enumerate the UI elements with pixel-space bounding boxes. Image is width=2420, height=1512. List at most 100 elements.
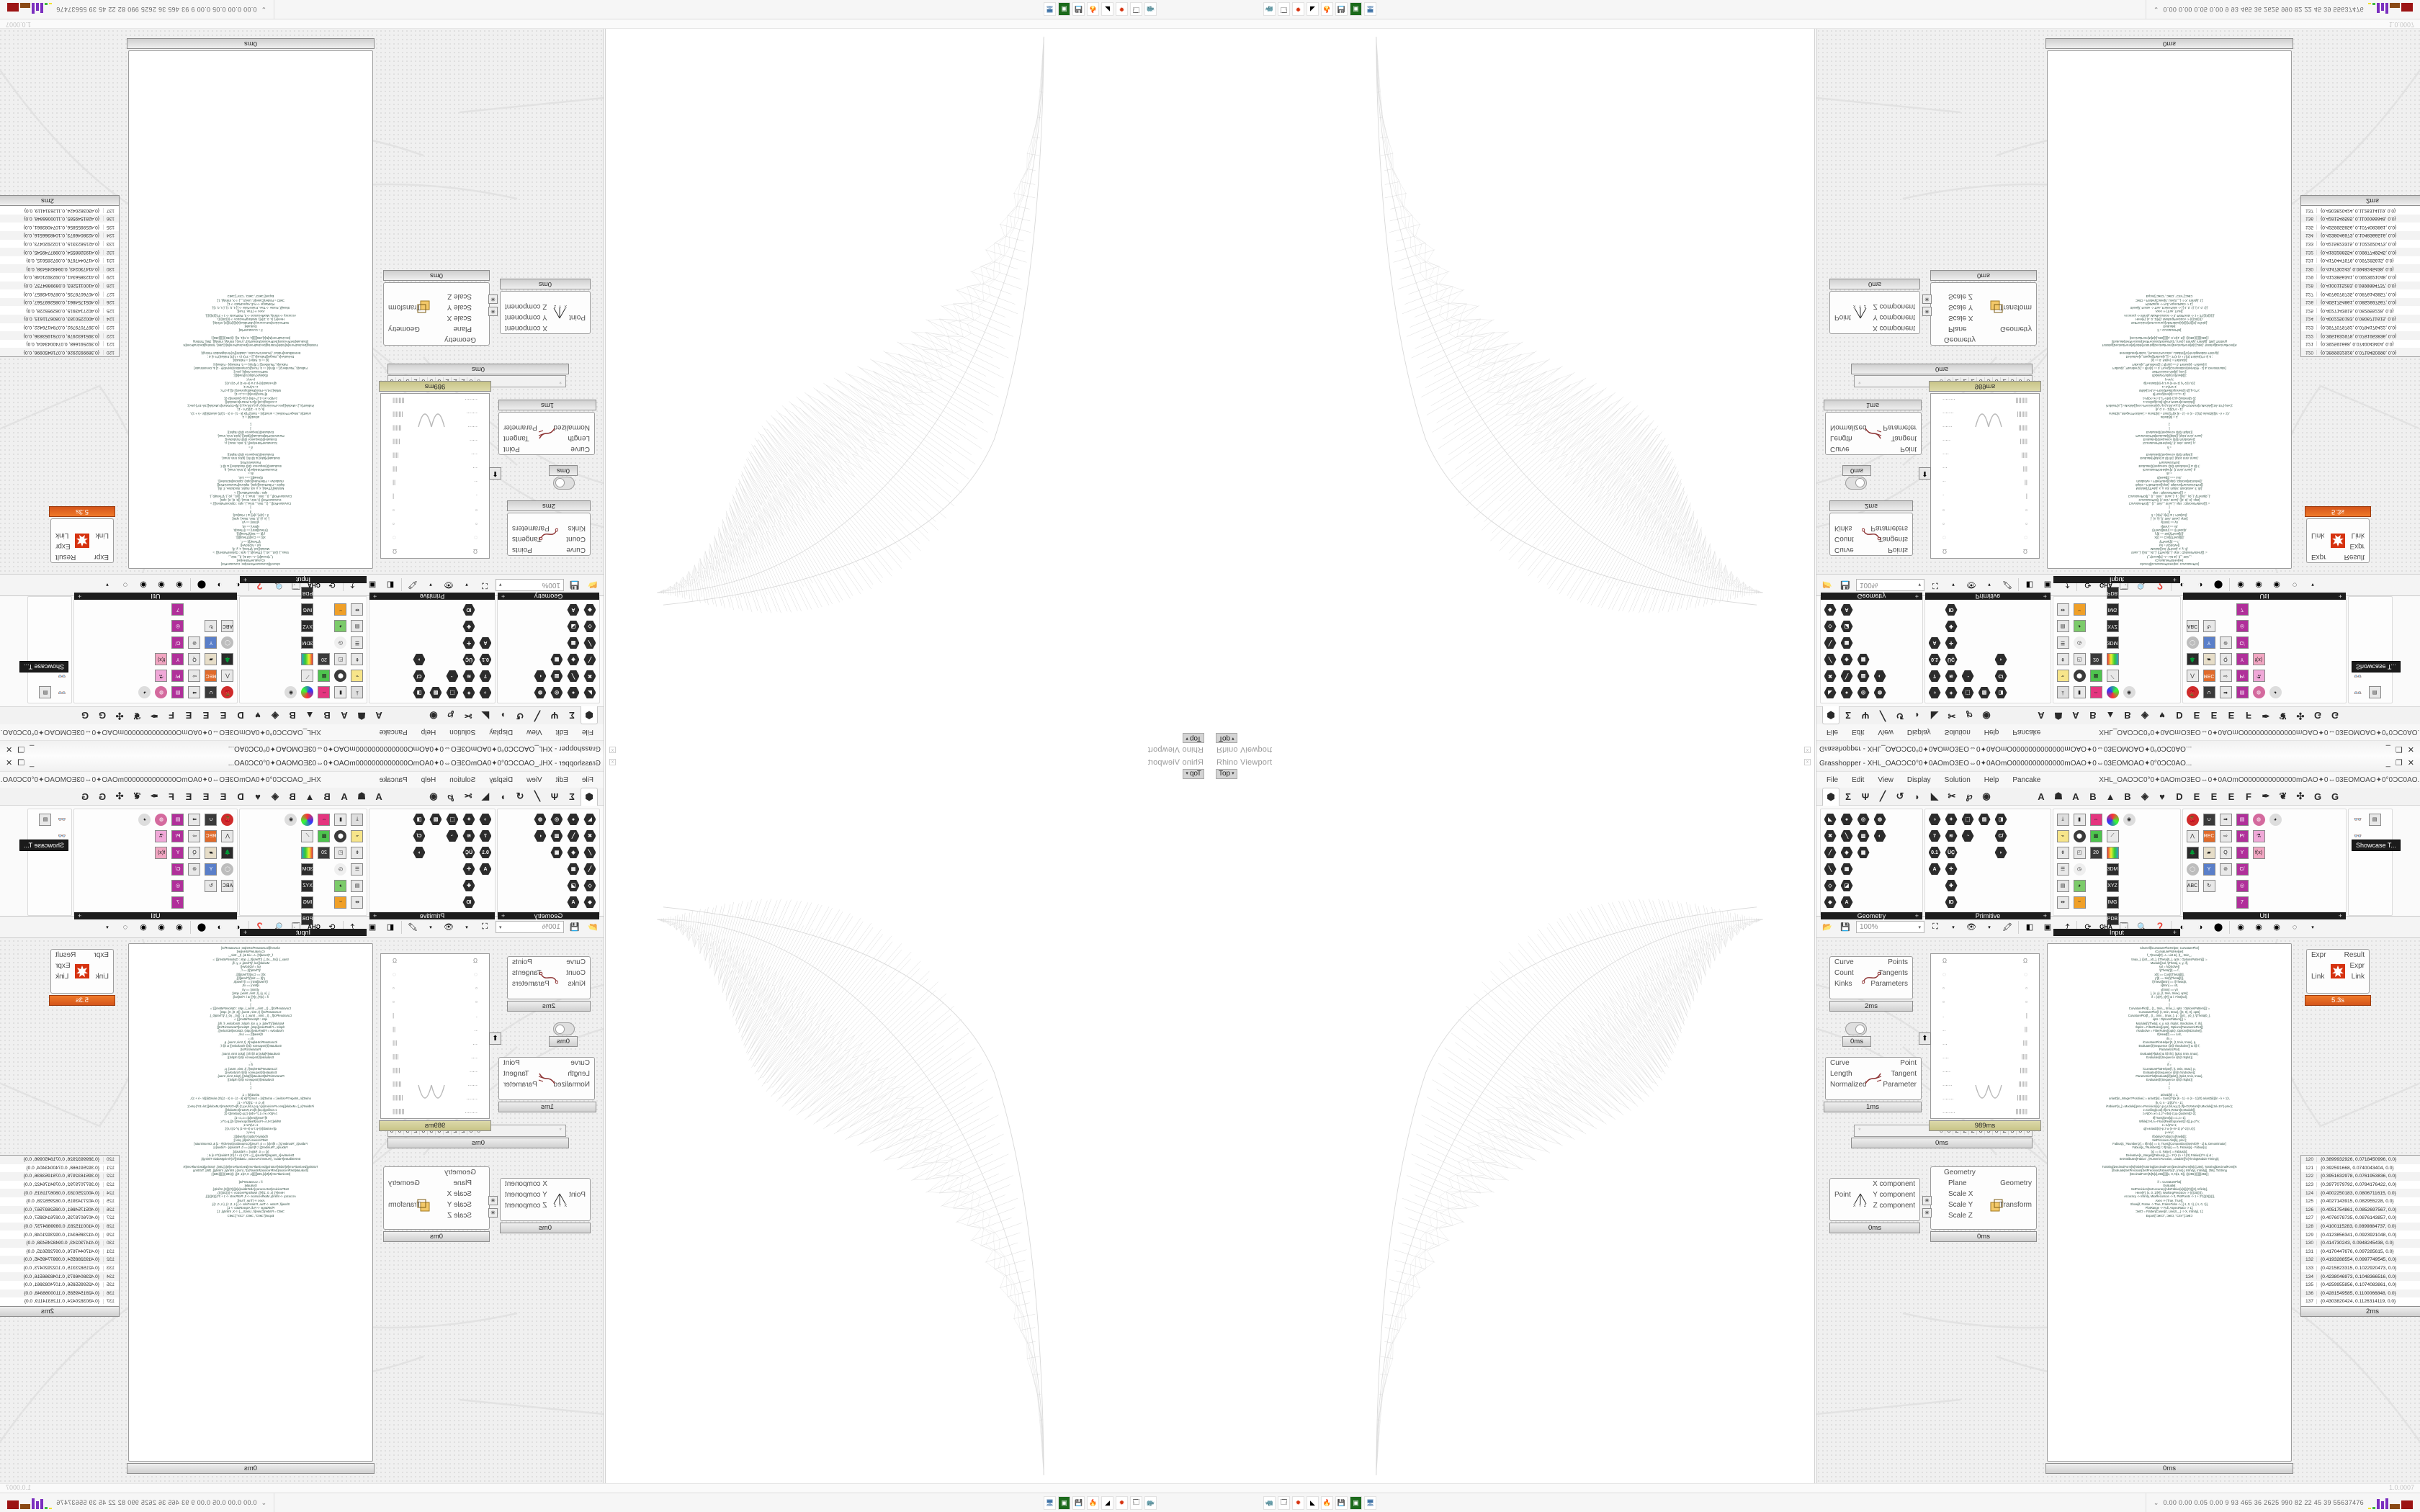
present-icon[interactable]: ▤ <box>37 685 53 701</box>
firefox-icon[interactable]: 🔥 <box>1321 2 1333 17</box>
chevron-down-icon[interactable]: ▾ <box>1918 582 1921 588</box>
port-length-label[interactable]: Length <box>1830 1070 1852 1078</box>
terminal-icon[interactable]: ▣ <box>1350 1495 1362 1510</box>
swirl-icon[interactable]: ↻ <box>2201 618 2217 634</box>
port-y-component-label[interactable]: Y component <box>1873 313 1915 321</box>
valuelist-icon[interactable]: ☰ <box>2055 635 2071 651</box>
path-icon[interactable]: ◨ <box>1993 685 2009 701</box>
chevron-down-icon[interactable]: ▾ <box>106 582 109 588</box>
brep-icon[interactable]: ◣ <box>582 811 598 827</box>
port-link-in-label[interactable]: Link <box>95 973 109 981</box>
spectrum-icon[interactable] <box>2105 652 2120 667</box>
complex-icon[interactable]: ≋ <box>1943 668 1959 684</box>
palette-geometry[interactable]: ◣ ✖ ╱ ╲ ◇ ◆ ● ╲ ◈ ▦ ◪ A <box>497 593 600 703</box>
port-scale-x-label[interactable]: Scale X <box>1948 314 1973 322</box>
img-file-icon[interactable]: IMG <box>300 894 315 910</box>
report-s-icon[interactable]: ◎ <box>2234 618 2250 634</box>
palette-input-grid[interactable]: ⤓ ⌁ ⇟ ☰ ▤ ⇹ ▮ ⬤ ◰ ◷ ◕ ⌣ <box>240 583 367 703</box>
paint-icon[interactable]: ⌣ <box>2071 894 2087 910</box>
matrix-icon[interactable]: ▨ <box>428 685 444 701</box>
cluster-icon[interactable]: ▣ <box>2043 580 2052 589</box>
toggle-icon[interactable]: ⬤ <box>333 668 349 684</box>
tab-heteroptera-icon[interactable]: ❦ <box>2279 791 2287 801</box>
orange-sphere-icon[interactable]: ◉ <box>140 580 147 589</box>
port-curve-label[interactable]: Curve <box>566 958 586 966</box>
port-scale-z-label[interactable]: Scale Z <box>1948 292 1973 300</box>
chevron-down-icon[interactable]: ▾ <box>2311 924 2314 930</box>
date-icon[interactable]: ✛ <box>1943 635 1959 651</box>
port-curve-label[interactable]: Curve <box>566 546 586 554</box>
rhino-icon[interactable]: 🦏 <box>1263 2 1276 17</box>
tab-a1-icon[interactable]: A <box>375 710 382 721</box>
toggle-icon[interactable]: ⬤ <box>2071 668 2087 684</box>
close-icon[interactable]: x <box>1804 759 1811 765</box>
port-geometry-in-label[interactable]: Geometry <box>444 1169 476 1176</box>
panel-point-list[interactable]: 120 {0.3899932926, 0.0718450996, 0.0} 121… <box>0 1155 120 1307</box>
report-s-icon[interactable]: ◎ <box>170 878 186 894</box>
tab-d-icon[interactable]: D <box>2176 710 2183 721</box>
matrix-icon[interactable]: ▨ <box>1976 685 1992 701</box>
menu-bar[interactable]: File Edit View Display Solution Help Pan… <box>1816 724 2420 740</box>
noslash-icon[interactable]: ⊘ <box>2218 861 2233 877</box>
port-count-label[interactable]: Count <box>566 535 586 543</box>
report-7-icon[interactable]: 7 <box>170 894 186 910</box>
point-icon[interactable]: ◎ <box>1855 685 1871 701</box>
port-plane-label[interactable]: Plane <box>1948 325 1967 333</box>
palette-geometry[interactable]: ◣ ✖ ╱ ╲ ◇ ◆ ● ╲ ◈ ▦ ◪ A <box>497 809 600 919</box>
monitor-icon[interactable]: 🖥 <box>1044 2 1056 17</box>
window-controls[interactable]: _ ❐ ✕ <box>3 744 34 753</box>
port-normalized-label[interactable]: Normalized <box>1830 1081 1867 1089</box>
palette-input[interactable]: ⤓ ⌁ ⇟ ☰ ▤ ⇹ ▮ ⬤ ◰ ◷ ◕ ⌣ <box>239 576 367 703</box>
menu-bar[interactable]: File Edit View Display Solution Help Pan… <box>1816 772 2420 788</box>
report-y-icon[interactable]: Y <box>2234 845 2250 860</box>
abc-util-icon[interactable]: ABC <box>2184 618 2200 634</box>
chevron-down-icon[interactable]: ▾ <box>1988 582 1991 588</box>
tab-heteroptera-icon[interactable]: ❦ <box>133 711 141 721</box>
report-s-icon[interactable]: ◎ <box>170 618 186 634</box>
rect-icon[interactable]: ▥ <box>1855 828 1871 844</box>
node-toggle[interactable] <box>553 1022 575 1035</box>
tab-a1-icon[interactable]: A <box>2038 791 2045 802</box>
report-c-icon[interactable]: C/ <box>2234 861 2250 877</box>
cyan-sphere-icon[interactable]: ◉ <box>2237 580 2244 589</box>
tab-b1-icon[interactable]: B <box>2089 710 2097 721</box>
port-normalized-label[interactable]: Normalized <box>553 423 590 431</box>
param-asterisk-icon[interactable]: ✳ <box>488 1196 498 1205</box>
meshface-icon[interactable]: ▦ <box>1839 861 1855 877</box>
swirl-icon[interactable]: ↻ <box>2201 878 2217 894</box>
tab-curve-icon[interactable]: ↺ <box>516 791 524 801</box>
tab-bifocals-icon[interactable]: ▲ <box>305 710 315 721</box>
bar-y-icon[interactable]: Y <box>203 635 219 651</box>
toggle-icon[interactable]: ⬤ <box>2071 828 2087 844</box>
cyan-sphere-icon[interactable]: ◉ <box>2237 923 2244 932</box>
palette-primitive-grid[interactable]: ◑ 7 0.1 A ✦ ≋ ÜÇ ✛ ✚ ID ⬚ <box>369 809 495 912</box>
rect-icon[interactable]: ▥ <box>549 828 565 844</box>
port-scale-y-label[interactable]: Scale Y <box>1948 1201 1973 1209</box>
colourpicker-icon[interactable] <box>2105 685 2120 701</box>
tab-params-icon[interactable]: ⬢ <box>581 706 598 725</box>
panel-mathematica-code[interactable]: ClearAll[iCurvaturePlotHelper, Curvature… <box>128 943 373 1462</box>
report-7-icon[interactable]: 7 <box>2234 602 2250 618</box>
firefox-icon[interactable]: 🔥 <box>1087 2 1099 17</box>
port-points-label[interactable]: Points <box>1888 546 1908 554</box>
mesh-icon[interactable]: ◈ <box>1839 845 1855 860</box>
tab-transform-icon[interactable]: ℘ <box>447 711 454 721</box>
save-disk-icon[interactable]: 💾 <box>1840 580 1850 589</box>
interval-icon[interactable]: ◔ <box>1960 668 1976 684</box>
present-icon[interactable]: ▤ <box>2367 685 2383 701</box>
green-sphere-icon[interactable]: ◉ <box>2255 580 2262 589</box>
title-bar[interactable]: Grasshopper - XHL_OAOƆC0°0✦0AOmO3EO⇔0✦0A… <box>0 756 604 772</box>
port-scale-z-label[interactable]: Scale Z <box>447 292 472 300</box>
path-icon[interactable]: ◨ <box>411 811 427 827</box>
curve-icon[interactable]: ╲ <box>1822 635 1838 651</box>
meshface-icon[interactable]: ▦ <box>565 635 581 651</box>
port-kinks-label[interactable]: Kinks <box>568 524 586 532</box>
quick-icon[interactable]: Q <box>187 652 202 667</box>
record-icon[interactable]: REC <box>203 668 219 684</box>
dashed-circle-icon[interactable]: ◌ <box>2292 580 2298 590</box>
meshface-icon[interactable]: ▦ <box>1839 635 1855 651</box>
tab-lunchbox-icon[interactable]: ✒ <box>2262 791 2270 801</box>
menu-item-help[interactable]: Help <box>1984 775 1999 784</box>
maximize-icon[interactable]: ❐ <box>17 759 25 768</box>
